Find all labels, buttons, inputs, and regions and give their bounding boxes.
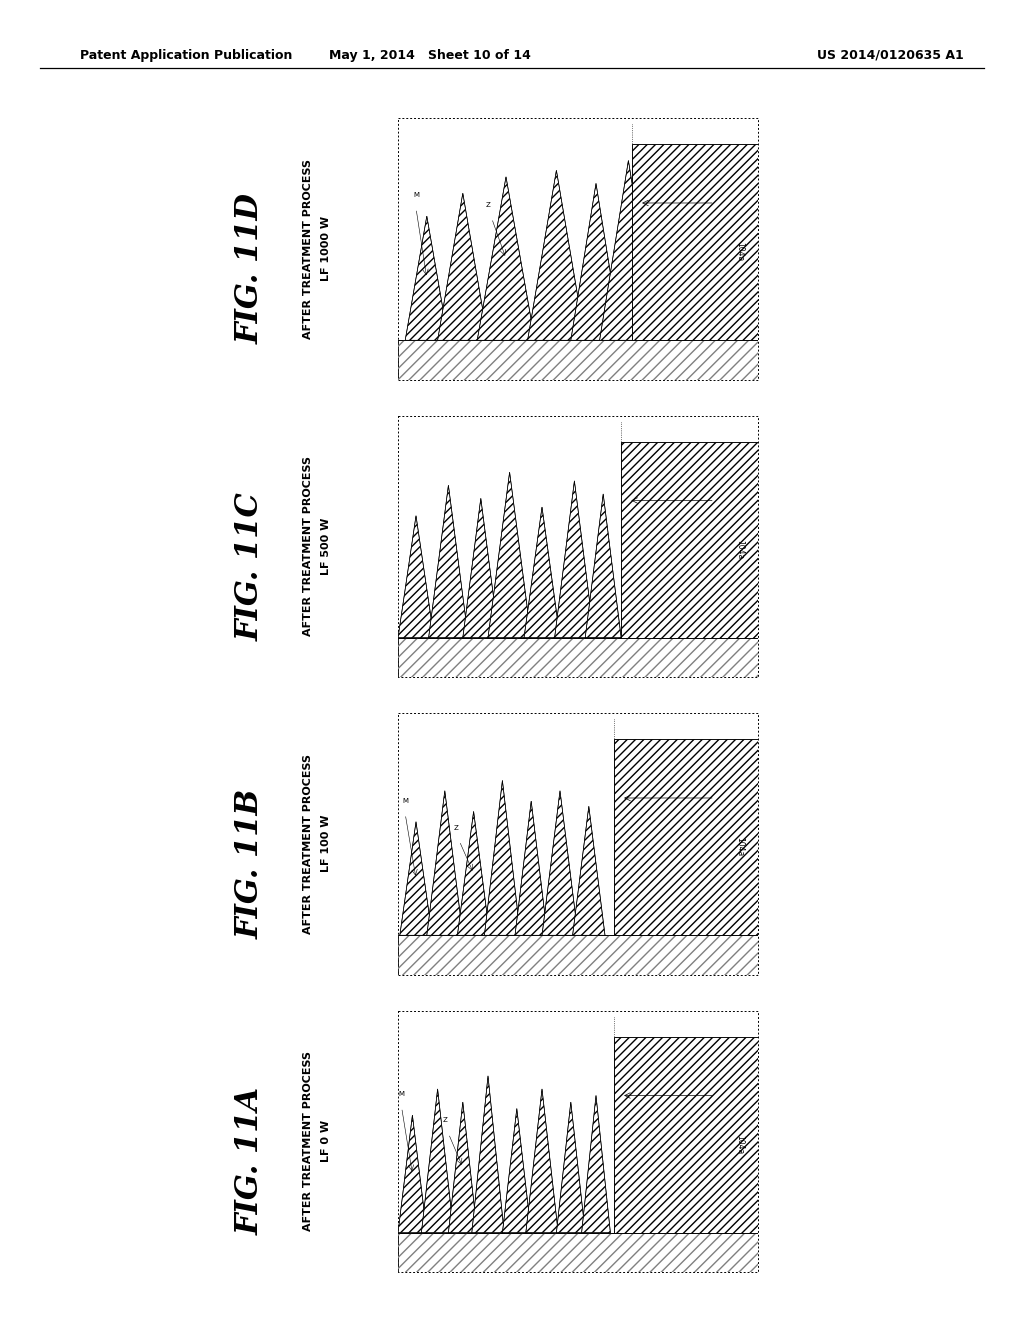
Polygon shape (463, 499, 499, 638)
Polygon shape (556, 1102, 585, 1233)
Polygon shape (585, 494, 622, 638)
Text: M: M (398, 1092, 404, 1097)
Polygon shape (488, 473, 531, 638)
Bar (398, 638, 758, 677)
Text: 104a: 104a (735, 1135, 744, 1154)
Polygon shape (398, 516, 434, 638)
Polygon shape (437, 193, 488, 341)
Text: AFTER TREATMENT PROCESS: AFTER TREATMENT PROCESS (303, 457, 313, 636)
Polygon shape (484, 780, 520, 936)
Text: Z: Z (454, 825, 458, 830)
Text: LF 500 W: LF 500 W (321, 517, 331, 576)
Bar (398, 1233, 758, 1272)
Polygon shape (429, 486, 468, 638)
Text: AFTER TREATMENT PROCESS: AFTER TREATMENT PROCESS (303, 754, 313, 933)
Polygon shape (542, 791, 578, 936)
Polygon shape (614, 1036, 758, 1233)
Polygon shape (600, 161, 657, 341)
Text: FIG. 11A: FIG. 11A (234, 1088, 265, 1236)
Text: Patent Application Publication: Patent Application Publication (80, 49, 293, 62)
Bar (398, 638, 758, 677)
Text: 104a: 104a (735, 837, 744, 857)
Bar (398, 936, 758, 974)
Polygon shape (555, 480, 594, 638)
Text: Z: Z (442, 1117, 447, 1123)
Polygon shape (399, 822, 432, 936)
Polygon shape (614, 739, 758, 936)
Text: FIG. 11C: FIG. 11C (234, 492, 265, 640)
Polygon shape (570, 183, 622, 341)
Polygon shape (503, 1109, 531, 1233)
Text: AFTER TREATMENT PROCESS: AFTER TREATMENT PROCESS (303, 1051, 313, 1232)
Polygon shape (527, 170, 585, 341)
Text: US 2014/0120635 A1: US 2014/0120635 A1 (816, 49, 964, 62)
Bar (398, 1233, 758, 1272)
Text: FIG. 11B: FIG. 11B (234, 788, 265, 939)
Text: LF 1000 W: LF 1000 W (321, 216, 331, 281)
Polygon shape (458, 812, 489, 936)
Text: M: M (413, 193, 419, 198)
Text: LF 100 W: LF 100 W (321, 814, 331, 873)
Polygon shape (515, 801, 548, 936)
Polygon shape (622, 442, 758, 638)
Polygon shape (572, 807, 605, 936)
Polygon shape (406, 216, 449, 341)
Polygon shape (525, 1089, 558, 1233)
Text: Z: Z (485, 202, 490, 209)
Polygon shape (427, 791, 463, 936)
Text: AFTER TREATMENT PROCESS: AFTER TREATMENT PROCESS (303, 158, 313, 339)
Text: May 1, 2014   Sheet 10 of 14: May 1, 2014 Sheet 10 of 14 (329, 49, 530, 62)
Polygon shape (582, 1096, 610, 1233)
Text: 104a: 104a (735, 540, 744, 560)
Bar (398, 341, 758, 380)
Bar (398, 936, 758, 974)
Polygon shape (524, 507, 560, 638)
Polygon shape (398, 1115, 427, 1233)
Text: 104a: 104a (735, 243, 744, 261)
Polygon shape (472, 1076, 504, 1233)
Polygon shape (422, 1089, 454, 1233)
Polygon shape (632, 144, 758, 341)
Text: FIG. 11D: FIG. 11D (234, 193, 265, 345)
Text: M: M (402, 797, 409, 804)
Text: LF 0 W: LF 0 W (321, 1121, 331, 1163)
Polygon shape (449, 1102, 477, 1233)
Bar (398, 341, 758, 380)
Polygon shape (477, 177, 535, 341)
